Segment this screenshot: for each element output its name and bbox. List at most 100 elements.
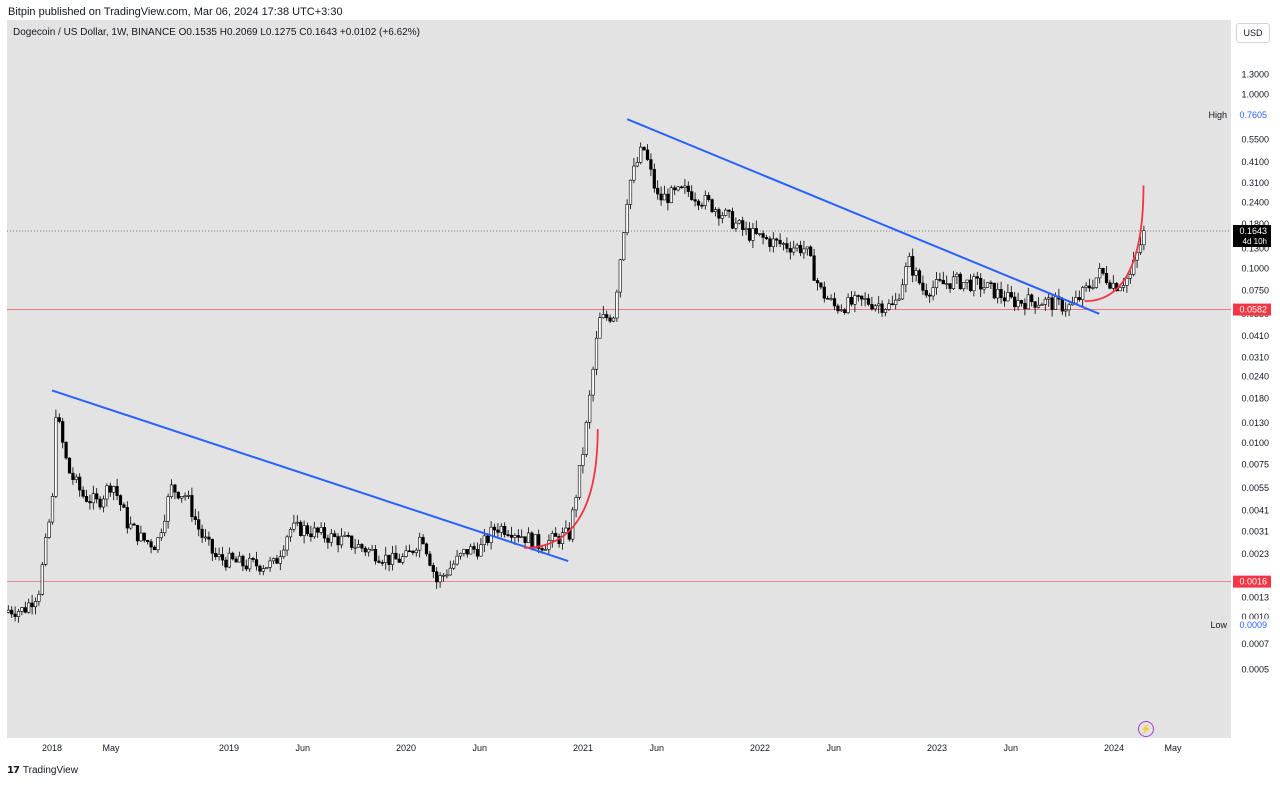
candle-body-296	[1013, 296, 1017, 308]
candle-body-16	[61, 421, 65, 443]
candle-body-25	[91, 493, 95, 504]
candle-body-21	[78, 476, 82, 491]
candle-body-115	[397, 558, 401, 563]
candle-body-244	[836, 305, 840, 312]
price-tick-label-18: 0.0055	[1241, 483, 1269, 493]
candle-body-100	[346, 535, 350, 537]
candle-body-69	[241, 555, 245, 567]
candle-body-256	[877, 303, 881, 307]
candle-body-23	[84, 496, 89, 502]
candle-body-203	[696, 200, 701, 206]
candle-body-225	[771, 238, 775, 247]
candle-body-9	[37, 594, 41, 602]
candle-body-195	[669, 187, 673, 204]
trendlines[interactable]	[51, 118, 1100, 562]
price-axis[interactable]: 1.3000 1.0000 0.5500 0.4100 0.3100 0.2400 0.18…	[1231, 20, 1273, 758]
candle-body-232	[795, 244, 799, 249]
price-tick-label-5: 0.2400	[1241, 197, 1269, 207]
candle-body-220	[754, 228, 758, 234]
chart-plot-area[interactable]: 2018 May 2019 Jun 2020 Jun 2021 Jun 2022 Jun 2023 J…	[7, 20, 1231, 758]
time-tick-label-12: 2024	[1104, 743, 1124, 753]
price-badge-3: 0.0016	[1239, 577, 1267, 587]
price-tag-high: High	[1208, 110, 1227, 120]
candle-body-185	[635, 162, 639, 167]
candle-body-149	[513, 535, 517, 538]
candle-body-4	[20, 607, 24, 612]
published-line: Bitpin published on TradingView.com, Mar…	[8, 6, 343, 18]
candle-body-145	[499, 525, 503, 533]
candle-body-189	[649, 159, 653, 170]
candle-body-207	[710, 199, 714, 213]
candle-body-298	[1019, 300, 1024, 304]
candle-body-290	[992, 282, 996, 299]
candle-body-139	[479, 544, 483, 557]
price-tick-label-3: 0.4100	[1241, 157, 1269, 167]
candle-body-104	[360, 544, 364, 549]
parabolic-curves[interactable]	[523, 185, 1145, 549]
price-tick-label-12: 0.0310	[1241, 352, 1269, 362]
candle-body-180	[618, 259, 622, 293]
candle-body-319	[1091, 287, 1095, 289]
price-tick-label-25: 0.0005	[1241, 665, 1269, 675]
time-tick-label-1: May	[102, 743, 120, 753]
candle-body-154	[530, 532, 534, 549]
candle-body-316	[1081, 287, 1085, 300]
candle-body-64	[224, 559, 228, 568]
candle-body-273	[934, 279, 939, 288]
candle-body-79	[275, 558, 279, 564]
candle-body-92	[319, 527, 323, 533]
candle-body-102	[353, 546, 357, 549]
price-badge-countdown: 4d 10h	[1243, 237, 1267, 246]
lightning-icon[interactable]: ⚡	[1138, 721, 1154, 737]
candle-body-201	[690, 191, 694, 200]
currency-button[interactable]: USD	[1236, 23, 1270, 43]
candle-body-37	[132, 523, 136, 526]
candle-body-236	[809, 246, 813, 257]
candle-body-280	[958, 273, 962, 290]
candle-body-270	[924, 289, 928, 296]
candle-body-71	[248, 558, 252, 570]
candle-body-119	[411, 550, 415, 553]
time-tick-label-4: 2020	[396, 743, 416, 753]
time-tick-label-7: Jun	[649, 743, 664, 753]
candle-body-259	[887, 303, 891, 310]
candle-body-249	[853, 295, 857, 305]
candle-body-136	[469, 546, 473, 555]
time-tick-label-8: 2022	[750, 743, 770, 753]
candle-body-177	[608, 317, 612, 322]
candle-body-113	[390, 552, 395, 565]
candles	[7, 142, 1146, 623]
candle-body-155	[533, 534, 537, 549]
candle-body-214	[734, 222, 738, 229]
price-tick-label-16: 0.0100	[1241, 438, 1269, 448]
price-tick-label-21: 0.0023	[1241, 549, 1269, 559]
candle-body-88	[305, 525, 310, 535]
candle-body-45	[159, 532, 163, 539]
candle-body-84	[292, 522, 296, 530]
candle-body-208	[713, 209, 718, 213]
candle-body-260	[890, 303, 894, 306]
candle-body-199	[683, 185, 687, 189]
candle-body-24	[88, 501, 92, 504]
candle-body-157	[540, 548, 544, 551]
candle-body-70	[244, 565, 248, 570]
candle-body-93	[322, 527, 327, 539]
candle-body-74	[258, 565, 262, 572]
candle-body-327	[1118, 287, 1122, 292]
candle-body-210	[720, 215, 724, 219]
candle-body-8	[33, 601, 38, 608]
candle-body-108	[373, 548, 378, 562]
candle-body-138	[475, 549, 480, 557]
candle-body-188	[645, 149, 650, 160]
candle-body-53	[186, 495, 191, 497]
candle-body-254	[870, 304, 874, 310]
candle-body-146	[503, 525, 507, 535]
candle-body-40	[142, 532, 146, 541]
candle-body-202	[693, 199, 697, 202]
time-axis: 2018 May 2019 Jun 2020 Jun 2021 Jun 2022 Jun 2023 J…	[7, 738, 1231, 758]
candle-body-54	[190, 495, 194, 517]
price-tick-label-20: 0.0031	[1241, 527, 1269, 537]
candle-body-38	[135, 524, 140, 542]
candle-body-26	[95, 493, 99, 500]
candle-body-66	[231, 552, 235, 560]
